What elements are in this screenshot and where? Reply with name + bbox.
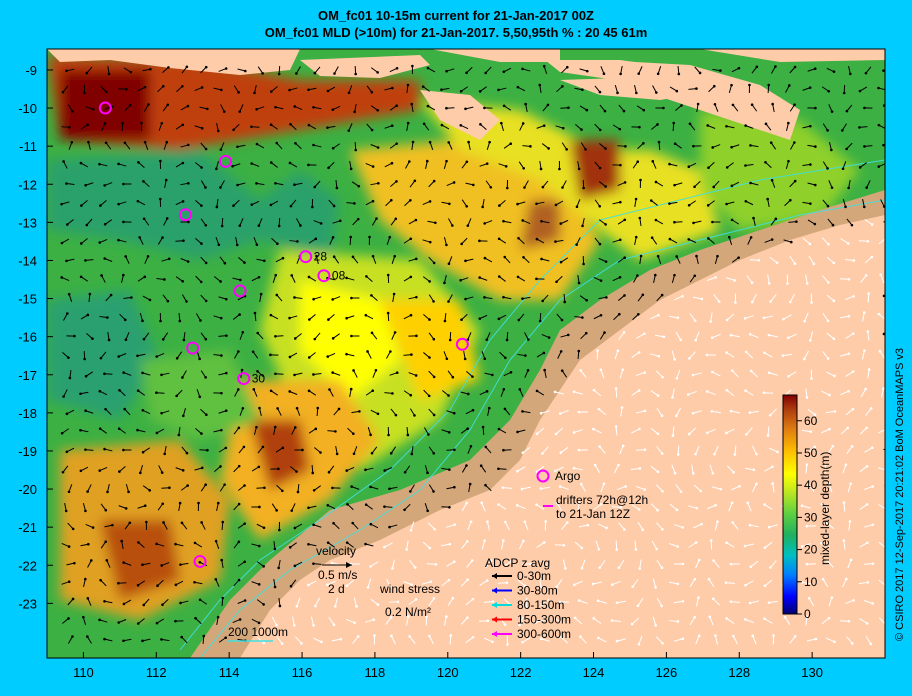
argo-float-marker bbox=[186, 341, 200, 355]
argo-float-label: 30 bbox=[252, 372, 266, 386]
y-tick-label: -15 bbox=[18, 292, 37, 307]
argo-float-marker bbox=[237, 372, 251, 386]
australia-landmass bbox=[240, 215, 885, 658]
argo-float-marker bbox=[178, 208, 192, 222]
wind-stress-label: wind stress bbox=[379, 582, 440, 596]
adcp-legend-label: 300-600m bbox=[517, 627, 571, 641]
x-tick-label: 116 bbox=[292, 665, 313, 680]
y-tick-label: -23 bbox=[18, 596, 37, 611]
credit-text: © CSIRO 2017 12-Sep-2017 20:21:02 BoM Oc… bbox=[894, 347, 906, 641]
adcp-legend-label: 0-30m bbox=[517, 569, 551, 583]
adcp-legend-label: 80-150m bbox=[517, 598, 564, 612]
argo-legend-marker bbox=[536, 469, 550, 483]
argo-floats: 28 08 30 bbox=[98, 101, 469, 568]
adcp-legend-arrowhead bbox=[492, 616, 497, 623]
indonesian-islands bbox=[47, 49, 885, 140]
map-legend: velocity 0.5 m/s 2 d wind stress 0.2 N/m… bbox=[227, 469, 648, 642]
colorbar-tick-label: 50 bbox=[804, 446, 818, 460]
argo-float-marker bbox=[98, 101, 112, 115]
adcp-legend-arrowhead bbox=[492, 631, 497, 637]
adcp-legend-arrowhead bbox=[492, 602, 497, 608]
y-tick-label: -14 bbox=[18, 253, 37, 268]
argo-float-marker bbox=[317, 269, 331, 283]
wind-stress-scale: 0.2 N/m² bbox=[385, 605, 431, 619]
x-tick-label: 118 bbox=[365, 665, 386, 680]
argo-float-marker bbox=[455, 337, 469, 351]
adcp-legend-label: 150-300m bbox=[517, 613, 571, 627]
x-tick-label: 110 bbox=[73, 665, 94, 680]
mld-field bbox=[47, 49, 885, 658]
y-tick-label: -20 bbox=[18, 482, 37, 497]
colorbar-tick-label: 0 bbox=[804, 607, 811, 621]
y-tick-label: -17 bbox=[18, 368, 37, 383]
adcp-legend-label: 30-80m bbox=[517, 584, 558, 598]
colorbar-tick-label: 30 bbox=[804, 510, 818, 524]
x-tick-label: 112 bbox=[146, 665, 167, 680]
velocity-arrows bbox=[60, 64, 885, 646]
isobath-label: 200 1000m bbox=[228, 625, 288, 639]
colorbar-tick-label: 10 bbox=[804, 575, 818, 589]
argo-label: Argo bbox=[555, 469, 581, 483]
argo-float-marker bbox=[299, 250, 313, 264]
colorbar-tick-label: 20 bbox=[804, 543, 818, 557]
x-tick-label: 126 bbox=[656, 665, 678, 680]
adcp-legend-arrowhead bbox=[492, 573, 497, 579]
argo-float-marker bbox=[219, 154, 233, 168]
x-tick-label: 128 bbox=[728, 665, 750, 680]
argo-float-label: 28 bbox=[314, 250, 328, 264]
y-tick-label: -22 bbox=[18, 558, 37, 573]
adcp-title: ADCP z avg bbox=[485, 556, 550, 570]
velocity-days: 2 d bbox=[328, 582, 345, 596]
x-tick-label: 124 bbox=[583, 665, 605, 680]
velocity-scale: 0.5 m/s bbox=[318, 568, 357, 582]
argo-float-label: 08 bbox=[332, 269, 346, 283]
plot-frame bbox=[46, 48, 886, 659]
x-tick-label: 122 bbox=[510, 665, 532, 680]
velocity-label: velocity bbox=[316, 544, 356, 558]
map-title-line-1: OM_fc01 10-15m current for 21-Jan-2017 0… bbox=[317, 8, 594, 23]
x-tick-label: 114 bbox=[219, 665, 240, 680]
argo-float-marker bbox=[233, 284, 247, 298]
y-tick-label: -16 bbox=[18, 330, 37, 345]
colorbar-label: mixed-layer depth(m) bbox=[818, 452, 832, 565]
colorbar-tick-label: 60 bbox=[804, 414, 818, 428]
y-tick-label: -13 bbox=[18, 215, 37, 230]
x-tick-label: 130 bbox=[801, 665, 823, 680]
y-tick-label: -19 bbox=[18, 444, 37, 459]
y-tick-label: -12 bbox=[18, 177, 37, 192]
colorbar-ticks: 0 10 20 30 40 50 60 bbox=[797, 414, 818, 621]
x-tick-label: 120 bbox=[437, 665, 459, 680]
velocity-scale-arrowhead bbox=[346, 562, 352, 568]
y-tick-label: -21 bbox=[18, 520, 37, 535]
x-axis: 110 112 114 116 118 120 122 124 126 128 130 bbox=[73, 652, 823, 680]
y-tick-label: -18 bbox=[18, 406, 37, 421]
drifters-date-label: to 21-Jan 12Z bbox=[556, 507, 630, 521]
y-tick-label: -10 bbox=[18, 101, 37, 116]
adcp-legend-arrowhead bbox=[492, 587, 497, 594]
y-tick-label: -11 bbox=[19, 139, 37, 154]
colorbar: 0 10 20 30 40 50 60 mixed-layer depth(m) bbox=[782, 394, 832, 621]
argo-float-marker bbox=[193, 554, 207, 568]
drifters-label: drifters 72h@12h bbox=[556, 493, 648, 507]
colorbar-tick-label: 40 bbox=[804, 478, 818, 492]
map-title-line-2: OM_fc01 MLD (>10m) for 21-Jan-2017. 5,50… bbox=[264, 25, 648, 40]
y-axis: -9 -10 -11 -12 -13 -14 -15 -16 -17 -18 -19 -20 -21 -2… bbox=[18, 63, 53, 611]
y-tick-label: -9 bbox=[25, 63, 37, 78]
colorbar-scale bbox=[782, 394, 798, 615]
